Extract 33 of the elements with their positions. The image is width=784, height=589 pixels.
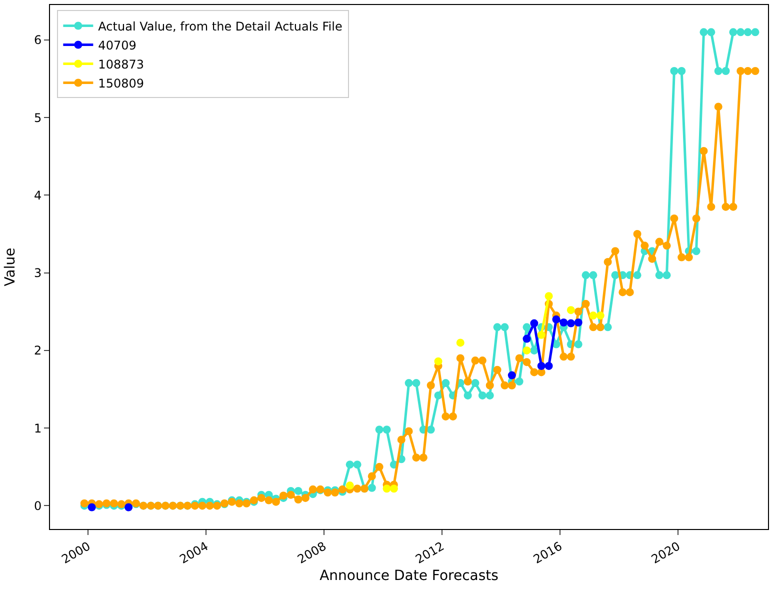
point — [566, 319, 575, 328]
point — [560, 318, 568, 327]
point — [552, 315, 560, 324]
point — [537, 362, 546, 370]
point — [544, 292, 553, 300]
point — [456, 338, 464, 347]
x-axis-title: Announce Date Forecasts — [320, 568, 498, 584]
point — [530, 319, 538, 328]
legend-label: 108873 — [98, 57, 144, 72]
y-tick-label: 4 — [34, 188, 42, 202]
y-tick-label: 2 — [34, 344, 42, 358]
point — [522, 346, 531, 354]
point — [574, 318, 582, 327]
point — [346, 482, 354, 490]
y-tick-label: 5 — [34, 110, 42, 125]
point — [434, 357, 442, 366]
y-tick-label: 3 — [34, 266, 42, 280]
point — [544, 362, 553, 370]
legend-label: 40709 — [98, 38, 136, 52]
y-tick-label: 6 — [34, 33, 42, 48]
point — [382, 484, 391, 493]
y-tick-label: 0 — [34, 498, 42, 513]
y-tick-label: 1 — [34, 421, 42, 436]
point — [522, 334, 531, 343]
point — [589, 312, 598, 320]
legend-label: Actual Value, from the Detail Actuals File — [98, 19, 342, 34]
point — [596, 312, 604, 320]
legend-label: 150809 — [98, 76, 144, 90]
y-axis-title: Value — [2, 248, 19, 286]
point — [566, 306, 575, 314]
point — [508, 371, 516, 380]
point — [390, 484, 398, 493]
point — [537, 330, 546, 339]
